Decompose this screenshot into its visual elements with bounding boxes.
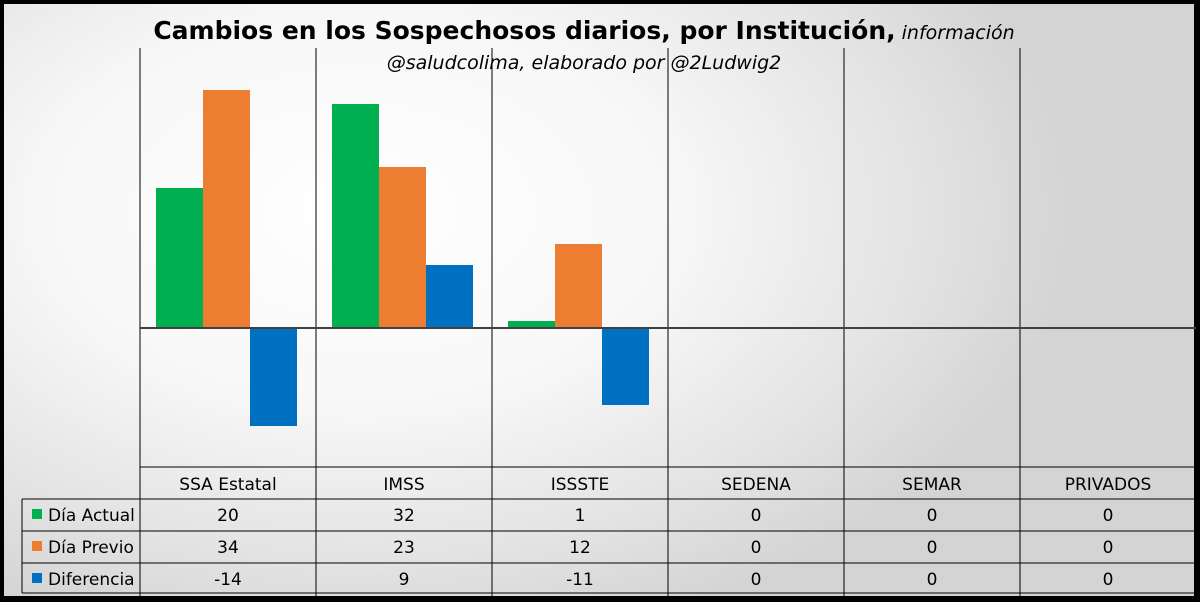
legend-swatch-dia-actual [32, 509, 42, 519]
chart-title-suffix: información [901, 22, 1015, 44]
bar-dia-previo-ssa-estatal [203, 90, 250, 328]
data-label-diferencia-semar: 0 [927, 570, 938, 590]
data-label-dia-actual-privados: 0 [1103, 506, 1114, 526]
data-label-dia-previo-semar: 0 [927, 538, 938, 558]
bar-diferencia-ssa-estatal [250, 328, 297, 426]
bar-dia-previo-issste [555, 244, 602, 328]
data-label-dia-actual-issste: 1 [575, 506, 586, 526]
data-label-diferencia-privados: 0 [1103, 570, 1114, 590]
tick-label-issste: ISSSTE [551, 475, 610, 495]
tick-label-privados: PRIVADOS [1065, 475, 1152, 495]
legend-label-dia-actual: Día Actual [48, 506, 135, 526]
data-label-diferencia-ssa-estatal: -14 [214, 570, 242, 590]
bar-dia-actual-imss [332, 104, 379, 328]
legend-label-diferencia: Diferencia [48, 570, 135, 590]
tick-label-ssa-estatal: SSA Estatal [179, 475, 276, 495]
chart-frame: Cambios en los Sospechosos diarios, por … [3, 3, 1196, 598]
bar-diferencia-issste [602, 328, 649, 405]
bar-dia-actual-ssa-estatal [156, 188, 203, 328]
bar-chart: SSA Estatal IMSS ISSSTE SEDENA SEMAR PRIVADOS… [21, 48, 1196, 598]
data-label-dia-actual-ssa-estatal: 20 [217, 506, 239, 526]
data-label-diferencia-imss: 9 [399, 570, 410, 590]
legend-label-dia-previo: Día Previo [48, 538, 134, 558]
tick-label-sedena: SEDENA [721, 475, 791, 495]
data-label-dia-previo-issste: 12 [569, 538, 591, 558]
data-label-dia-previo-imss: 23 [393, 538, 415, 558]
data-label-dia-previo-ssa-estatal: 34 [217, 538, 239, 558]
data-label-dia-actual-semar: 0 [927, 506, 938, 526]
data-label-diferencia-sedena: 0 [751, 570, 762, 590]
bar-dia-actual-issste [508, 321, 555, 328]
tick-label-imss: IMSS [383, 475, 424, 495]
data-label-dia-previo-sedena: 0 [751, 538, 762, 558]
data-label-dia-actual-sedena: 0 [751, 506, 762, 526]
legend-swatch-dia-previo [32, 541, 42, 551]
tick-label-semar: SEMAR [902, 475, 962, 495]
chart-title: Cambios en los Sospechosos diarios, por … [4, 16, 1164, 45]
data-label-dia-actual-imss: 32 [393, 506, 415, 526]
data-label-dia-previo-privados: 0 [1103, 538, 1114, 558]
chart-title-main: Cambios en los Sospechosos diarios, por … [153, 16, 896, 45]
legend-swatch-diferencia [32, 573, 42, 583]
bar-dia-previo-imss [379, 167, 426, 328]
data-label-diferencia-issste: -11 [566, 570, 594, 590]
bar-diferencia-imss [426, 265, 473, 328]
chart-subtitle: @saludcolima, elaborado por @2Ludwig2 [386, 52, 782, 74]
